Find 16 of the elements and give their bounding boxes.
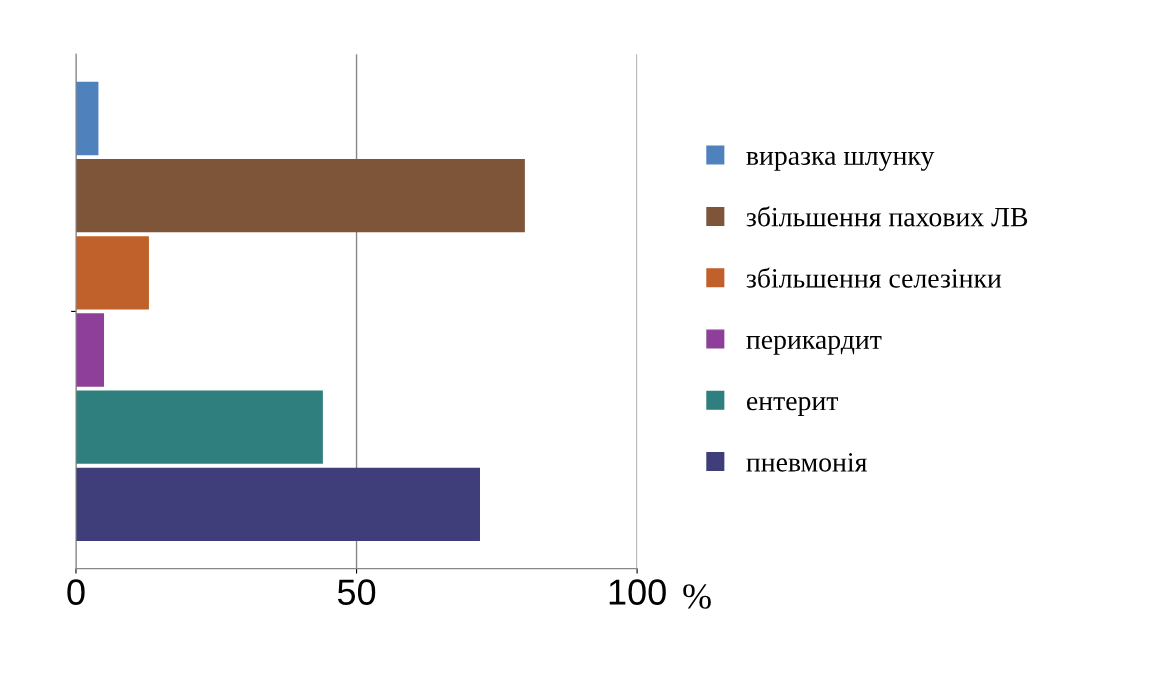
x-tick-label: 50 <box>337 579 376 605</box>
bar <box>75 467 480 542</box>
legend-label: пневмонія <box>746 453 867 472</box>
legend-label: збільшення пахових ЛВ <box>746 206 1028 227</box>
legend-label: перикардит <box>746 335 882 355</box>
x-tick-label: 0 <box>67 579 85 605</box>
legend-label: ентерит <box>746 397 839 417</box>
bar <box>75 236 149 310</box>
x-axis-title: % <box>683 584 711 609</box>
bar <box>75 158 525 233</box>
bar <box>75 390 323 464</box>
bar <box>75 313 105 387</box>
bar <box>75 81 99 156</box>
legend-label: збільшення селезінки <box>746 267 1002 288</box>
x-tick-label: 100 <box>609 579 666 605</box>
legend-label: виразка шлунку <box>746 151 935 171</box>
